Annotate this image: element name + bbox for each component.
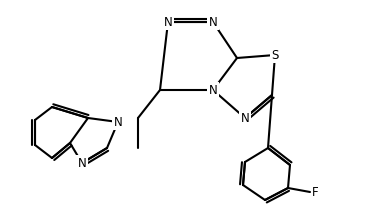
- Text: N: N: [114, 116, 123, 129]
- Text: S: S: [271, 49, 279, 62]
- Text: N: N: [78, 157, 86, 170]
- Text: N: N: [209, 84, 217, 97]
- Text: N: N: [164, 15, 172, 28]
- Text: F: F: [312, 185, 318, 198]
- Text: N: N: [209, 15, 217, 28]
- Text: N: N: [241, 112, 250, 125]
